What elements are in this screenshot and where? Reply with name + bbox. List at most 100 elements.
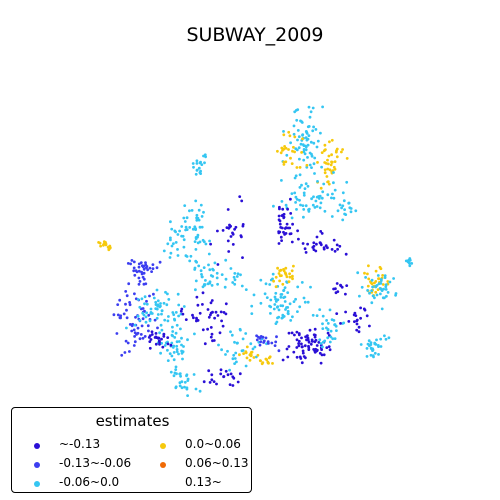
- map-point: [259, 340, 263, 344]
- map-point: [259, 301, 263, 305]
- map-point: [207, 369, 211, 373]
- map-point: [410, 262, 414, 265]
- map-point: [160, 328, 164, 332]
- map-point: [290, 216, 294, 220]
- map-point: [318, 338, 322, 342]
- map-point: [192, 316, 195, 320]
- map-point: [184, 225, 188, 229]
- map-point: [318, 206, 322, 210]
- map-point: [297, 342, 300, 345]
- map-point: [333, 167, 337, 171]
- map-point: [139, 261, 143, 264]
- legend-swatch: [160, 481, 166, 487]
- map-point: [238, 195, 242, 199]
- map-point: [208, 239, 212, 243]
- map-point: [289, 197, 292, 201]
- map-point: [302, 296, 306, 300]
- map-point: [320, 232, 324, 235]
- map-point: [186, 377, 190, 381]
- map-point: [312, 141, 316, 145]
- map-point: [314, 350, 318, 353]
- map-point: [286, 311, 290, 315]
- map-point: [281, 358, 285, 362]
- map-point: [229, 267, 233, 270]
- map-point: [377, 353, 380, 356]
- map-point: [313, 327, 317, 331]
- map-point: [195, 318, 199, 321]
- map-point: [304, 182, 308, 186]
- map-point: [378, 265, 382, 269]
- map-point: [245, 345, 249, 349]
- map-point: [267, 361, 270, 365]
- map-point: [355, 322, 359, 326]
- map-point: [363, 271, 366, 275]
- map-point: [159, 302, 162, 305]
- map-point: [302, 215, 305, 219]
- map-point: [371, 285, 374, 289]
- map-point: [228, 225, 231, 229]
- map-point: [170, 354, 174, 358]
- map-point: [322, 246, 326, 250]
- map-point: [176, 233, 180, 236]
- map-point: [379, 292, 382, 296]
- map-point: [133, 292, 136, 296]
- map-point: [303, 247, 307, 251]
- map-point: [303, 152, 307, 156]
- map-point: [366, 289, 369, 292]
- map-point: [190, 209, 194, 212]
- map-point: [328, 168, 332, 172]
- map-point: [112, 313, 116, 317]
- map-point: [290, 331, 294, 335]
- map-point: [276, 316, 279, 320]
- map-point: [359, 316, 362, 320]
- map-point: [175, 323, 179, 327]
- map-point: [194, 199, 198, 203]
- map-point: [289, 319, 293, 322]
- map-point: [202, 154, 205, 158]
- map-point: [107, 248, 111, 252]
- map-point: [293, 191, 297, 195]
- map-point: [204, 242, 208, 246]
- map-point: [197, 264, 201, 268]
- map-point: [132, 266, 136, 270]
- map-point: [291, 315, 294, 319]
- map-point: [159, 304, 162, 308]
- map-point: [291, 149, 294, 153]
- map-point: [194, 248, 198, 251]
- map-point: [234, 225, 238, 229]
- legend-title: estimates: [95, 412, 170, 430]
- map-point: [377, 282, 381, 286]
- map-point: [166, 242, 170, 246]
- map-point: [168, 256, 172, 259]
- map-point: [176, 254, 180, 257]
- map-point: [284, 203, 288, 207]
- map-point: [278, 230, 282, 234]
- map-point: [145, 302, 149, 306]
- map-point: [137, 282, 141, 286]
- map-point: [299, 142, 303, 146]
- map-point: [206, 282, 210, 286]
- map-point: [325, 175, 329, 178]
- map-point: [174, 365, 178, 369]
- map-point: [283, 286, 287, 289]
- map-point: [307, 207, 311, 211]
- map-point: [195, 169, 199, 172]
- map-point: [259, 278, 263, 282]
- map-point: [240, 199, 244, 203]
- map-point: [215, 271, 219, 275]
- map-point: [386, 280, 390, 283]
- map-point: [330, 318, 334, 321]
- map-point: [180, 307, 184, 311]
- map-point: [244, 332, 248, 335]
- map-point: [106, 245, 110, 249]
- map-point: [195, 295, 199, 299]
- map-point: [224, 302, 228, 306]
- map-point: [375, 338, 378, 342]
- map-point: [282, 163, 286, 166]
- map-point: [150, 270, 154, 273]
- map-point: [186, 338, 189, 342]
- map-point: [313, 172, 316, 175]
- map-point: [362, 307, 366, 311]
- map-point: [304, 204, 308, 208]
- map-point: [217, 343, 220, 347]
